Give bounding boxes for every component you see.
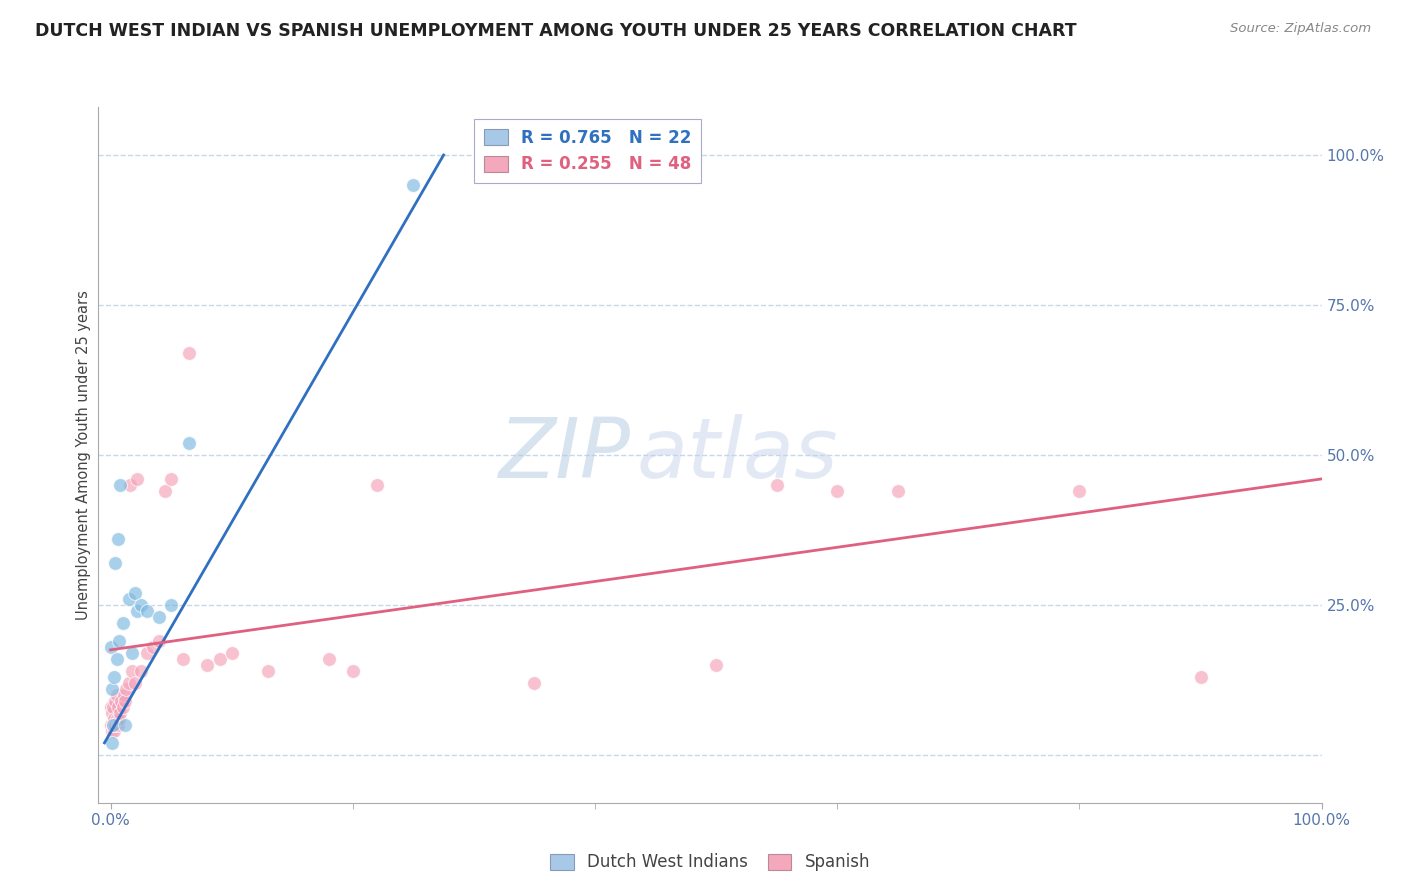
- Point: [765, 478, 787, 492]
- Point: [318, 652, 340, 666]
- Point: [208, 652, 231, 666]
- Point: [118, 478, 141, 492]
- Point: [100, 681, 122, 696]
- Point: [114, 718, 136, 732]
- Point: [366, 478, 388, 492]
- Point: [142, 640, 165, 654]
- Point: [103, 712, 125, 726]
- Point: [114, 694, 136, 708]
- Point: [105, 652, 128, 666]
- Point: [342, 664, 364, 678]
- Point: [101, 699, 124, 714]
- Point: [103, 723, 125, 738]
- Point: [100, 736, 122, 750]
- Point: [221, 646, 243, 660]
- Point: [118, 676, 141, 690]
- Point: [179, 346, 201, 360]
- Point: [121, 646, 143, 660]
- Point: [179, 436, 201, 450]
- Point: [108, 712, 131, 726]
- Point: [110, 706, 132, 720]
- Point: [127, 604, 149, 618]
- Y-axis label: Unemployment Among Youth under 25 years: Unemployment Among Youth under 25 years: [76, 290, 91, 620]
- Point: [172, 652, 194, 666]
- Point: [107, 532, 129, 546]
- Point: [105, 712, 128, 726]
- Point: [104, 718, 127, 732]
- Point: [257, 664, 280, 678]
- Point: [523, 676, 546, 690]
- Point: [129, 598, 152, 612]
- Legend: Dutch West Indians, Spanish: Dutch West Indians, Spanish: [544, 847, 876, 878]
- Point: [124, 676, 146, 690]
- Point: [101, 718, 124, 732]
- Point: [825, 483, 848, 498]
- Point: [127, 472, 149, 486]
- Point: [110, 694, 132, 708]
- Point: [110, 478, 132, 492]
- Point: [115, 681, 138, 696]
- Point: [107, 718, 129, 732]
- Point: [153, 483, 176, 498]
- Point: [100, 723, 122, 738]
- Point: [100, 699, 122, 714]
- Point: [148, 633, 170, 648]
- Point: [135, 646, 157, 660]
- Point: [105, 688, 128, 702]
- Point: [104, 556, 127, 570]
- Point: [111, 615, 134, 630]
- Point: [108, 633, 131, 648]
- Point: [118, 591, 141, 606]
- Point: [148, 610, 170, 624]
- Point: [111, 699, 134, 714]
- Point: [129, 664, 152, 678]
- Point: [100, 718, 122, 732]
- Point: [704, 657, 727, 672]
- Point: [104, 694, 127, 708]
- Point: [1189, 670, 1212, 684]
- Point: [103, 670, 125, 684]
- Point: [121, 664, 143, 678]
- Point: [160, 472, 183, 486]
- Point: [402, 178, 425, 192]
- Point: [101, 718, 124, 732]
- Point: [160, 598, 183, 612]
- Point: [197, 657, 219, 672]
- Text: ZIP: ZIP: [499, 415, 630, 495]
- Point: [107, 699, 129, 714]
- Point: [100, 706, 122, 720]
- Point: [124, 586, 146, 600]
- Point: [887, 483, 910, 498]
- Point: [135, 604, 157, 618]
- Point: [1069, 483, 1091, 498]
- Text: Source: ZipAtlas.com: Source: ZipAtlas.com: [1230, 22, 1371, 36]
- Text: atlas: atlas: [637, 415, 838, 495]
- Text: DUTCH WEST INDIAN VS SPANISH UNEMPLOYMENT AMONG YOUTH UNDER 25 YEARS CORRELATION: DUTCH WEST INDIAN VS SPANISH UNEMPLOYMEN…: [35, 22, 1077, 40]
- Point: [112, 688, 135, 702]
- Point: [100, 640, 122, 654]
